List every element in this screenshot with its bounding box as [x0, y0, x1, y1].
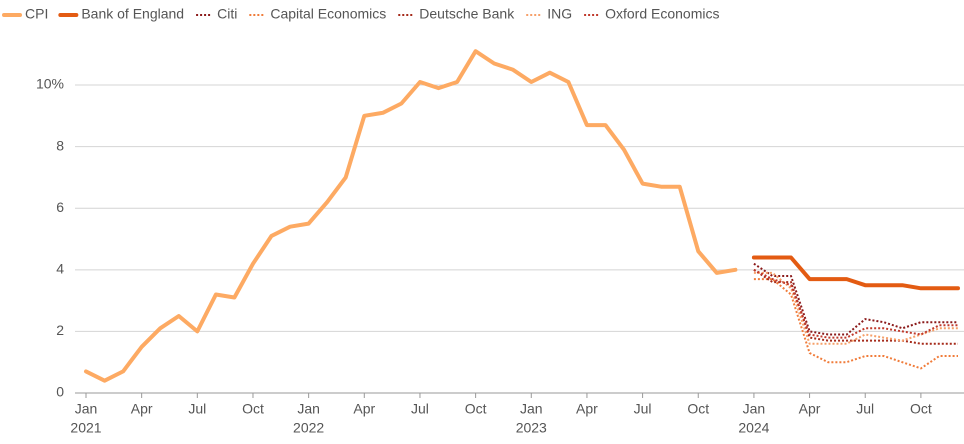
x-tick-label: Jan: [75, 401, 98, 417]
x-tick-year: 2021: [70, 420, 101, 436]
series-line: [84, 49, 738, 383]
series-line: [751, 255, 960, 291]
y-tick-label: 4: [56, 261, 64, 277]
series-line: [753, 278, 958, 370]
x-tick-label: Oct: [687, 401, 709, 417]
x-tick-label: Apr: [353, 401, 375, 417]
x-tick-label: Oct: [910, 401, 932, 417]
legend-label: ING: [547, 6, 572, 22]
x-tick-label: Apr: [799, 401, 821, 417]
y-tick-label: 10%: [36, 76, 64, 92]
x-tick-label: Apr: [131, 401, 153, 417]
x-tick-label: Jan: [743, 401, 766, 417]
y-tick-label: 6: [56, 199, 64, 215]
legend-label: Oxford Economics: [605, 6, 719, 22]
x-tick-label: Apr: [576, 401, 598, 417]
x-tick-label: Jan: [520, 401, 543, 417]
legend-label: Citi: [217, 6, 237, 22]
series-line: [753, 268, 958, 339]
x-tick-label: Oct: [242, 401, 264, 417]
x-tick-label: Jul: [856, 401, 874, 417]
series-line: [753, 268, 958, 345]
legend-label: Bank of England: [81, 6, 184, 22]
x-tick-label: Jul: [634, 401, 652, 417]
y-tick-label: 0: [56, 384, 64, 400]
x-tick-year: 2024: [738, 420, 769, 436]
y-tick-label: 8: [56, 137, 64, 153]
x-tick-year: 2023: [516, 420, 547, 436]
x-tick-label: Oct: [465, 401, 487, 417]
x-tick-year: 2022: [293, 420, 324, 436]
x-tick-label: Jul: [188, 401, 206, 417]
series-line: [753, 271, 958, 345]
legend-label: CPI: [25, 6, 48, 22]
x-tick-label: Jul: [411, 401, 429, 417]
series-line: [753, 262, 958, 336]
x-tick-label: Jan: [297, 401, 320, 417]
legend-label: Capital Economics: [270, 6, 386, 22]
legend-label: Deutsche Bank: [419, 6, 515, 22]
y-tick-label: 2: [56, 322, 64, 338]
